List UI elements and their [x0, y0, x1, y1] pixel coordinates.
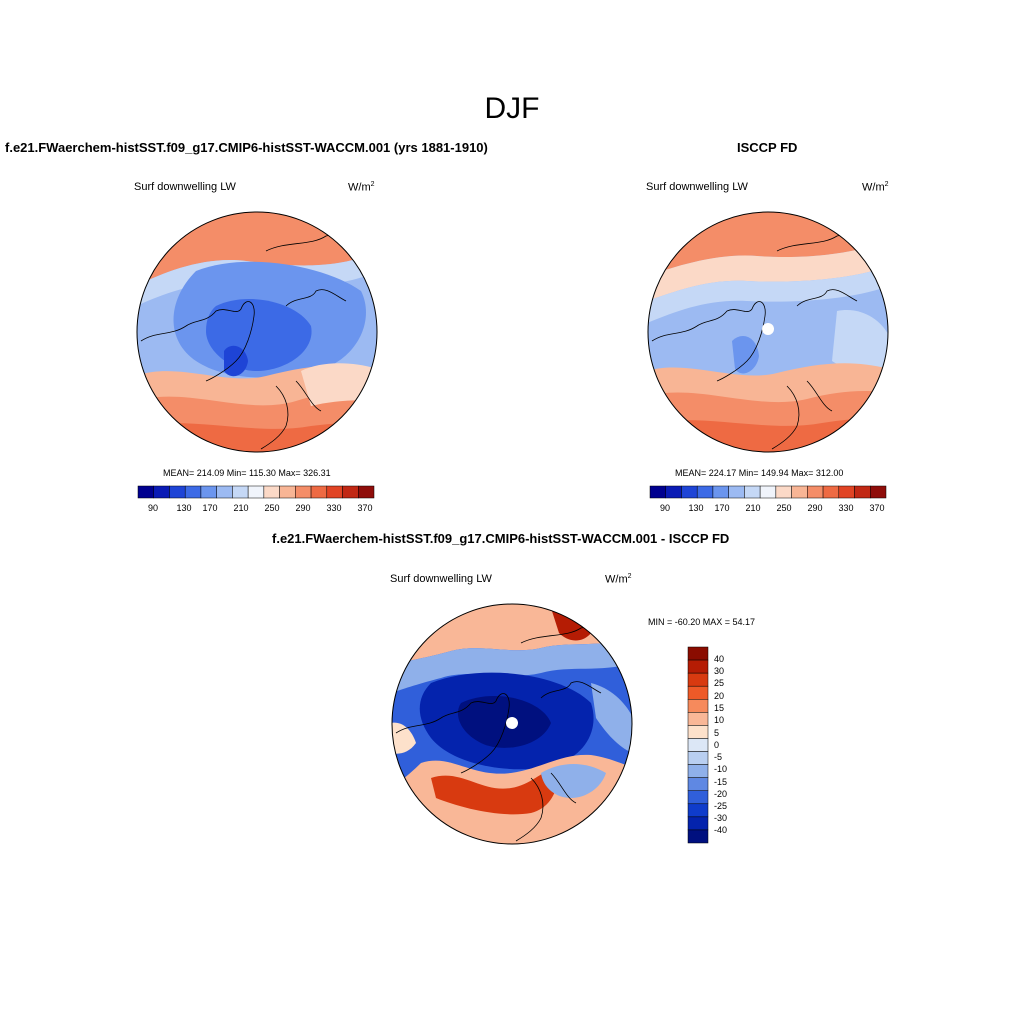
- colorbar-swatch: [728, 485, 745, 499]
- colorbar-swatch: [665, 485, 682, 499]
- colorbar-swatch: [687, 751, 709, 765]
- colorbar-swatch: [649, 485, 666, 499]
- colorbar-swatch: [870, 485, 887, 499]
- model-cbar-tick: 170: [202, 503, 218, 513]
- diff-colorbar: [687, 646, 709, 844]
- colorbar-swatch: [687, 699, 709, 713]
- colorbar-swatch: [775, 485, 792, 499]
- diff-cbar-tick: -5: [714, 752, 723, 762]
- model-colorbar: [137, 485, 375, 499]
- colorbar-swatch: [687, 738, 709, 752]
- colorbar-swatch: [137, 485, 154, 499]
- model-stats-label: MEAN= 214.09 Min= 115.30 Max= 326.31: [163, 468, 331, 478]
- colorbar-swatch: [169, 485, 186, 499]
- colorbar-swatch: [687, 712, 709, 726]
- model-cbar-tick: 210: [233, 503, 249, 513]
- obs-cbar-tick: 210: [745, 503, 761, 513]
- model-cbar-tick: 330: [326, 503, 342, 513]
- colorbar-swatch: [247, 485, 265, 499]
- obs-cbar-tick: 370: [869, 503, 885, 513]
- diff-cbar-tick: -25: [714, 801, 728, 811]
- diff-cbar-tick: -20: [714, 789, 728, 799]
- diff-cbar-tick: 0: [714, 740, 720, 750]
- colorbar-swatch: [696, 485, 714, 499]
- colorbar-swatch: [687, 685, 709, 700]
- colorbar-swatch: [687, 725, 709, 739]
- colorbar-swatch: [358, 485, 375, 499]
- season-title: DJF: [484, 92, 540, 125]
- colorbar-swatch: [687, 790, 709, 805]
- diff-cbar-tick: -30: [714, 813, 728, 823]
- obs-variable-label: Surf downwelling LW: [646, 181, 748, 193]
- diff-cbar-tick: 40: [714, 654, 725, 664]
- colorbar-swatch: [153, 485, 170, 499]
- model-panel-title: f.e21.FWaerchem-histSST.f09_g17.CMIP6-hi…: [5, 140, 488, 155]
- model-units-label: W/m2: [348, 181, 375, 194]
- colorbar-swatch: [232, 485, 249, 499]
- colorbar-swatch: [687, 646, 709, 661]
- diff-cbar-tick: 10: [714, 715, 725, 725]
- colorbar-swatch: [200, 485, 217, 499]
- colorbar-swatch: [184, 485, 202, 499]
- obs-polar-map: [647, 211, 889, 453]
- obs-cbar-tick: 330: [838, 503, 854, 513]
- colorbar-swatch: [687, 816, 709, 831]
- model-cbar-tick: 250: [264, 503, 280, 513]
- colorbar-swatch: [687, 829, 709, 844]
- colorbar-swatch: [687, 659, 709, 674]
- model-variable-label: Surf downwelling LW: [134, 181, 236, 193]
- diff-variable-label: Surf downwelling LW: [390, 573, 492, 585]
- obs-cbar-tick: 290: [807, 503, 823, 513]
- diff-stats-label: MIN = -60.20 MAX = 54.17: [648, 617, 756, 627]
- colorbar-swatch: [687, 672, 709, 687]
- obs-colorbar: [649, 485, 887, 499]
- model-cbar-tick: 130: [176, 503, 192, 513]
- colorbar-swatch: [854, 485, 871, 499]
- colorbar-swatch: [759, 485, 777, 499]
- diff-cbar-tick: 25: [714, 678, 725, 688]
- diff-cbar-tick: 15: [714, 703, 725, 713]
- colorbar-swatch: [216, 485, 233, 499]
- obs-cbar-tick: 170: [714, 503, 730, 513]
- model-cbar-tick: 290: [295, 503, 311, 513]
- diff-cbar-tick: -15: [714, 777, 728, 787]
- obs-panel-title: ISCCP FD: [737, 140, 798, 155]
- obs-cbar-tick: 90: [659, 503, 671, 513]
- colorbar-swatch: [807, 485, 824, 499]
- diff-cbar-tick: 5: [714, 728, 720, 738]
- colorbar-swatch: [326, 485, 343, 499]
- colorbar-swatch: [687, 803, 709, 818]
- colorbar-swatch: [279, 485, 296, 499]
- obs-stats-label: MEAN= 224.17 Min= 149.94 Max= 312.00: [675, 468, 844, 478]
- obs-cbar-tick: 130: [688, 503, 704, 513]
- colorbar-swatch: [822, 485, 840, 499]
- colorbar-swatch: [263, 485, 280, 499]
- colorbar-swatch: [687, 777, 709, 791]
- obs-units-label: W/m2: [862, 181, 889, 194]
- diff-units-label: W/m2: [605, 573, 632, 586]
- colorbar-swatch: [687, 764, 709, 778]
- colorbar-swatch: [744, 485, 761, 499]
- diff-cbar-tick: -10: [714, 764, 728, 774]
- model-cbar-tick: 90: [147, 503, 159, 513]
- diff-polar-map: [391, 603, 633, 845]
- colorbar-swatch: [712, 485, 729, 499]
- colorbar-swatch: [342, 485, 359, 499]
- model-cbar-tick: 370: [357, 503, 373, 513]
- diff-panel-title: f.e21.FWaerchem-histSST.f09_g17.CMIP6-hi…: [272, 531, 730, 546]
- diff-cbar-tick: 30: [714, 666, 725, 676]
- obs-cbar-tick: 250: [776, 503, 792, 513]
- colorbar-swatch: [838, 485, 855, 499]
- diff-cbar-tick: 20: [714, 691, 725, 701]
- diff-cbar-tick: -40: [714, 825, 728, 835]
- colorbar-swatch: [295, 485, 312, 499]
- model-polar-map: [136, 211, 378, 453]
- colorbar-swatch: [681, 485, 698, 499]
- colorbar-swatch: [310, 485, 328, 499]
- colorbar-swatch: [791, 485, 808, 499]
